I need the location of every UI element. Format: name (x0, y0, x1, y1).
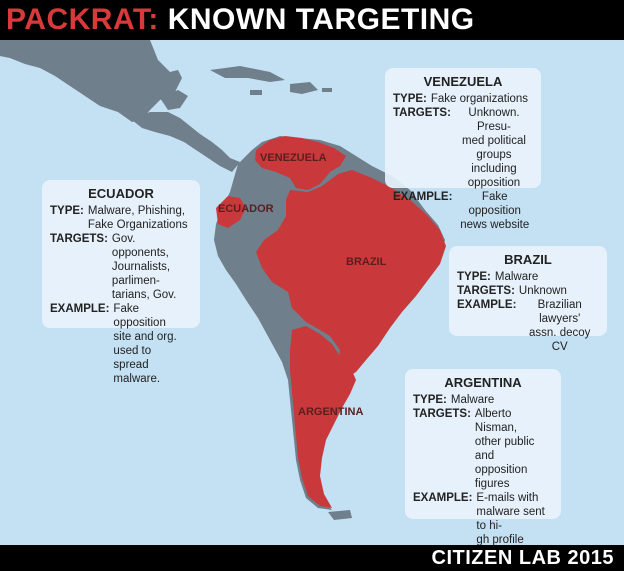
type-label: TYPE: (50, 205, 84, 217)
country-venezuela (255, 136, 346, 190)
example-value: Brazilian lawyers' assn. decoy CV (529, 299, 591, 353)
footer-credit: CITIZEN LAB 2015 (431, 547, 614, 569)
card-venezuela: VENEZUELA TYPE: Fake organizations TARGE… (385, 68, 541, 231)
example-label: EXAMPLE: (50, 303, 110, 315)
example-value: Fake opposition site and org. used to sp… (113, 303, 177, 385)
map-label-argentina: ARGENTINA (298, 406, 364, 418)
land-hispaniola (290, 82, 318, 94)
type-value: Malware (494, 271, 539, 283)
map-label-ecuador: ECUADOR (218, 203, 274, 215)
targets-value: Unknown. Presu- med political groups inc… (462, 107, 526, 189)
card-title: ECUADOR (88, 186, 154, 201)
land-jamaica (250, 90, 262, 95)
footer-bar: CITIZEN LAB 2015 (0, 545, 624, 571)
type-value: Malware, Phishing, Fake Organizations (87, 205, 188, 231)
card-argentina: ARGENTINA TYPE: Malware TARGETS: Alberto… (405, 369, 561, 571)
title-brand: PACKRAT: (6, 3, 159, 36)
land-mexico (0, 40, 182, 122)
card-title: ARGENTINA (444, 375, 522, 390)
type-label: TYPE: (457, 271, 491, 283)
card-example-row: EXAMPLE: Brazilian lawyers' assn. decoy … (457, 298, 599, 354)
card-title: BRAZIL (504, 252, 552, 267)
card-targets-row: TARGETS: Unknown. Presu- med political g… (393, 106, 533, 190)
targets-label: TARGETS: (457, 285, 515, 297)
card-type-row: TYPE: Malware, Phishing, Fake Organizati… (50, 204, 192, 232)
type-value: Malware (450, 394, 495, 406)
card-targets-row: TARGETS: Gov. opponents, Journalists, pa… (50, 232, 192, 302)
card-targets-row: TARGETS: Unknown (457, 284, 599, 298)
targets-label: TARGETS: (393, 107, 451, 119)
card-type-row: TYPE: Malware (457, 270, 599, 284)
country-ecuador (216, 196, 246, 228)
example-label: EXAMPLE: (413, 492, 473, 504)
type-value: Fake organizations (430, 93, 529, 105)
targets-label: TARGETS: (50, 233, 108, 245)
land-puerto-rico (322, 88, 332, 92)
example-label: EXAMPLE: (457, 299, 517, 311)
type-label: TYPE: (413, 394, 447, 406)
targets-value: Alberto Nisman, other public and opposit… (474, 408, 535, 490)
card-brazil: BRAZIL TYPE: Malware TARGETS: Unknown EX… (449, 246, 607, 353)
card-title: VENEZUELA (423, 74, 503, 89)
land-tierra-del-fuego (328, 510, 352, 520)
map-label-brazil: BRAZIL (346, 256, 387, 268)
latin-america-map (0, 40, 446, 520)
example-value: Fake opposition news website (460, 191, 530, 231)
card-ecuador: ECUADOR TYPE: Malware, Phishing, Fake Or… (42, 180, 200, 385)
land-yucatan (160, 90, 188, 110)
targets-label: TARGETS: (413, 408, 471, 420)
card-example-row: EXAMPLE: Fake opposition site and org. u… (50, 302, 192, 386)
card-type-row: TYPE: Malware (413, 393, 553, 407)
targets-value: Gov. opponents, Journalists, parlimen- t… (111, 233, 177, 301)
type-label: TYPE: (393, 93, 427, 105)
title-rest: KNOWN TARGETING (167, 3, 475, 36)
country-brazil (256, 170, 446, 378)
map-label-venezuela: VENEZUELA (260, 152, 327, 164)
page-title: PACKRAT: KNOWN TARGETING (6, 3, 475, 37)
land-cuba (210, 66, 285, 82)
card-type-row: TYPE: Fake organizations (393, 92, 533, 106)
country-argentina (290, 326, 356, 508)
header-bar: PACKRAT: KNOWN TARGETING (0, 0, 624, 40)
land-central-america (132, 112, 240, 172)
card-targets-row: TARGETS: Alberto Nisman, other public an… (413, 407, 553, 491)
example-label: EXAMPLE: (393, 191, 453, 203)
card-example-row: EXAMPLE: Fake opposition news website (393, 190, 533, 232)
targets-value: Unknown (518, 285, 567, 297)
